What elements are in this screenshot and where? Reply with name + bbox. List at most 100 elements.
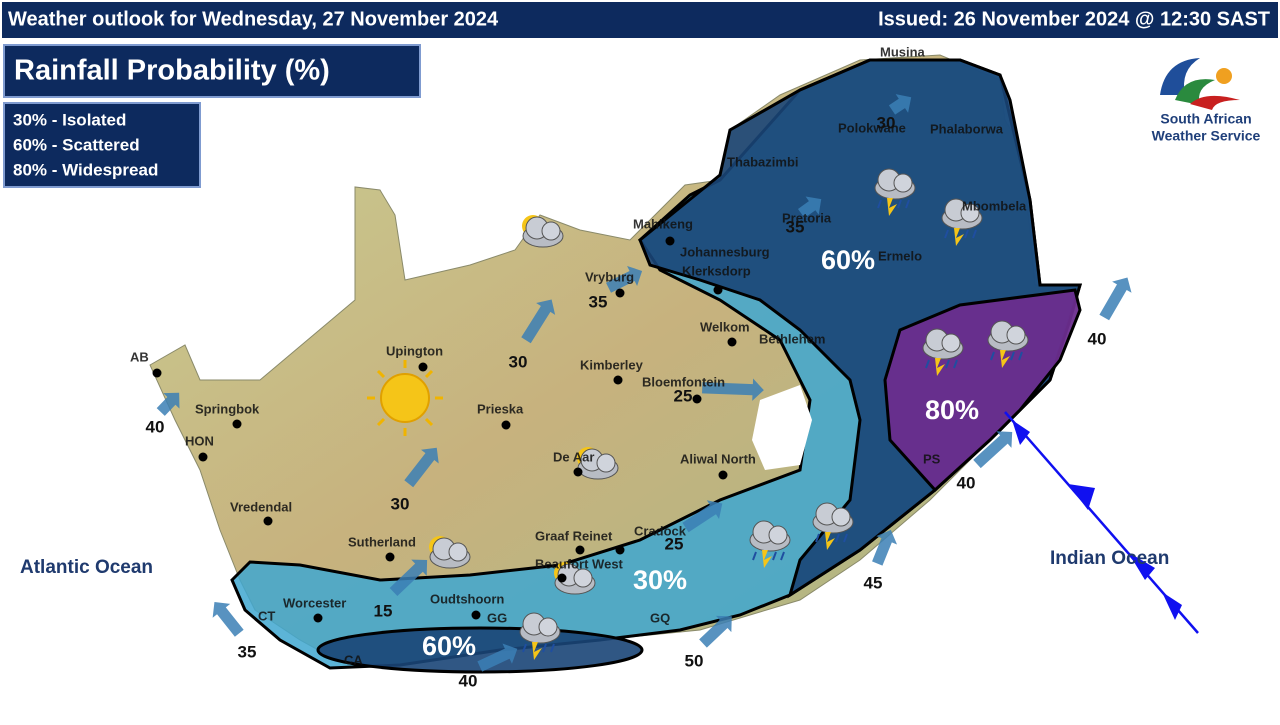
city-dot [152,368,162,378]
city-label: Johannesburg [680,244,770,259]
city-label: Cradock [634,523,687,538]
rain [897,199,902,209]
wind-speed: 30 [877,113,896,132]
rain [925,359,930,369]
rain [815,533,820,543]
city-dot [313,613,323,623]
city-dot [615,288,625,298]
city-label: Sutherland [348,534,416,549]
rain [964,229,969,239]
lightning [532,642,542,660]
city-label: Mbombela [962,198,1027,213]
lightning [762,550,772,568]
rain [843,533,848,543]
logo-text: Weather Service [1152,128,1261,144]
wind-arrow [797,196,822,219]
city-dot [501,420,511,430]
wind-speed: 35 [589,292,608,311]
city-dot [573,467,583,477]
lightning [1000,350,1010,368]
wind-arrow [699,615,732,648]
city-dot [198,452,208,462]
wind-speed: 25 [674,386,693,405]
lightning [887,198,897,216]
storm-icon [874,168,916,216]
city-label: Klerksdorp [682,263,751,278]
wind-arrow [888,94,912,115]
wind-speed: 40 [957,473,976,492]
zone-label: 80% [925,395,979,425]
cloud [941,333,961,353]
rain [953,359,958,369]
city-label: Phalaborwa [930,121,1004,136]
city-label: Worcester [283,595,346,610]
zone-label: 60% [821,245,875,275]
rain [542,643,547,653]
wind-arrow [212,602,244,637]
city-label: Bethlehem [759,331,825,346]
city-dot [615,545,625,555]
logo: South African Weather Service [1152,58,1261,144]
wind-arrow [872,529,898,566]
cloud [541,221,561,241]
city-label: Kimberley [580,357,644,372]
wind-speed: 30 [509,352,528,371]
city-dot [692,394,702,404]
wind-arrow [682,500,723,533]
cloud [448,542,468,562]
city-label: Oudtshoorn [430,591,504,606]
storm-icon [519,612,561,660]
city-label: Ermelo [878,248,922,263]
zone-60 [316,626,644,674]
lightning [954,228,964,246]
storm-icon [812,502,854,550]
city-label: Vredendal [230,499,292,514]
partly-cloudy-icon [429,536,471,569]
wind-arrow [521,299,556,344]
wind-speed: 30 [391,494,410,513]
city-dot [713,285,723,295]
legend-entry: 80% - Widespread [13,160,158,179]
cloud [960,203,980,223]
wind-arrow [156,392,180,416]
rain [944,229,949,239]
zone-label: 30% [633,565,687,595]
city-label: Thabazimbi [727,154,799,169]
wind-speed: 50 [685,651,704,670]
city-label: GG [487,610,507,625]
title-box [3,44,421,98]
cloud [768,525,788,545]
zone-60 [638,58,1082,599]
city-label: HON [185,433,214,448]
wind-arrow [389,559,428,597]
city-dot [385,552,395,562]
wind-speed: 15 [374,601,393,620]
lightning [825,532,835,550]
city-dot [718,470,728,480]
legend-box [3,102,201,188]
wind-speed: 40 [146,417,165,436]
wind-arrow [605,265,643,293]
city-label: Welkom [700,319,750,334]
rain [772,551,777,561]
wind-arrow [702,378,764,401]
cloud [596,453,616,473]
cloud [893,173,913,193]
rain [1018,351,1023,361]
rain [905,199,910,209]
city-label: CA [344,652,363,667]
city-dot [557,573,567,583]
city-label: Aliwal North [680,451,756,466]
city-dot [263,516,273,526]
logo-text: South African [1160,111,1251,127]
partly-cloudy-icon [522,215,564,248]
wind-arrow [404,447,439,488]
city-label: Upington [386,343,443,358]
rain [780,551,785,561]
lesotho [752,385,812,470]
rain [1010,351,1015,361]
city-dot [575,545,585,555]
storm-icon [941,198,983,246]
city-label: Polokwane [838,120,906,135]
